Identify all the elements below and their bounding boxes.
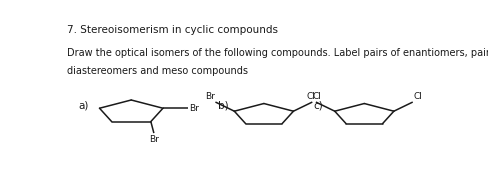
Text: 7. Stereoisomerism in cyclic compounds: 7. Stereoisomerism in cyclic compounds xyxy=(67,25,277,35)
Text: diastereomers and meso compounds: diastereomers and meso compounds xyxy=(67,66,247,76)
Text: Br: Br xyxy=(204,92,215,101)
Text: a): a) xyxy=(78,100,88,110)
Text: Br: Br xyxy=(189,104,199,113)
Text: Draw the optical isomers of the following compounds. Label pairs of enantiomers,: Draw the optical isomers of the followin… xyxy=(67,48,488,58)
Text: Br: Br xyxy=(149,135,159,144)
Text: Cl: Cl xyxy=(412,92,421,101)
Text: Cl: Cl xyxy=(312,92,321,101)
Text: c): c) xyxy=(312,100,322,110)
Text: b): b) xyxy=(218,100,228,110)
Text: Cl: Cl xyxy=(306,92,315,101)
